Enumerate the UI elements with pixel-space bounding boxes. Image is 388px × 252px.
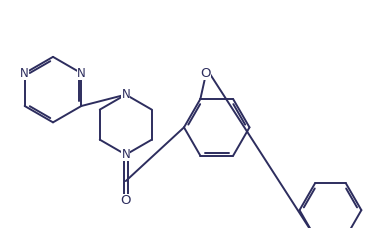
Text: O: O — [121, 194, 131, 207]
Text: N: N — [20, 67, 29, 80]
Text: N: N — [121, 148, 130, 161]
Text: N: N — [121, 88, 130, 101]
Text: O: O — [201, 68, 211, 80]
Text: N: N — [77, 67, 86, 80]
